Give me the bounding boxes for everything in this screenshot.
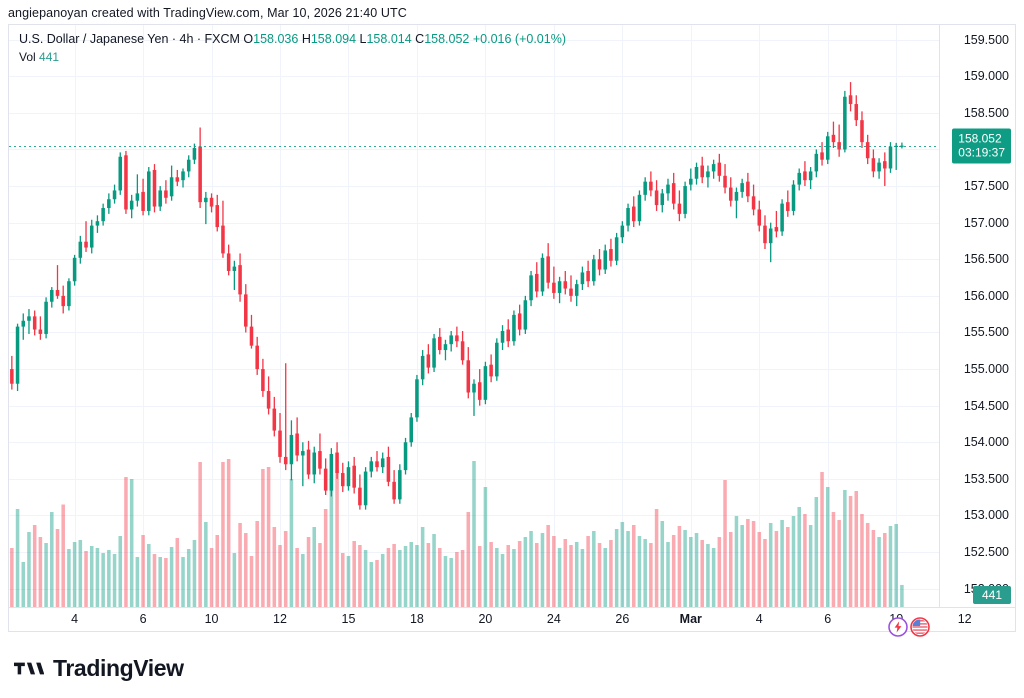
time-axis-tick: 15 [341,612,356,626]
volume-value-badge[interactable]: 441 [972,586,1011,604]
chart-frame: U.S. Dollar / Japanese Yen · 4h · FXCM O… [8,24,1016,637]
time-axis[interactable]: 4610121518202426Mar461012 [9,607,1015,631]
lightning-bolt-icon[interactable] [888,617,908,637]
time-axis-tick: 4 [71,612,79,626]
price-axis[interactable]: 159.500 159.000 158.500 157.500 157.000 156.5… [939,25,1015,607]
time-axis-tick: 6 [824,612,832,626]
price-axis-tick: 158.500 [963,105,1009,120]
tradingview-wordmark: TradingView [53,655,184,681]
time-axis-tick: 6 [139,612,147,626]
price-axis-tick: 157.000 [963,215,1009,230]
legend-change: +0.016 (+0.01%) [472,32,566,46]
legend-volume-row: Vol 441 [19,49,566,66]
price-axis-tick: 152.500 [963,545,1009,560]
current-price-badge[interactable]: 158.052 03:19:37 [952,128,1011,164]
price-axis-tick: 159.000 [963,69,1009,84]
legend-high-value: 158.094 [310,32,357,46]
legend-open-label: O [243,32,254,46]
price-axis-tick: 155.000 [963,362,1009,377]
legend-close-value: 158.052 [424,32,470,46]
us-flag-icon[interactable] [910,617,930,637]
price-axis-tick: 157.500 [963,179,1009,194]
price-axis-tick: 156.000 [963,288,1009,303]
price-axis-tick: 154.500 [963,398,1009,413]
tradingview-mark-icon [14,662,44,675]
current-price-value: 158.052 [958,131,1002,146]
attribution-text: angiepanoyan created with TradingView.co… [8,6,407,20]
legend-symbol-title: U.S. Dollar / Japanese Yen · 4h · FXCM [19,32,240,46]
time-axis-tick: 12 [273,612,287,626]
price-axis-tick: 159.500 [963,32,1009,47]
price-axis-tick: 155.500 [963,325,1009,340]
time-axis-tick: 12 [957,612,972,626]
bar-countdown: 03:19:37 [958,145,1005,160]
price-axis-tick: 153.500 [963,471,1009,486]
legend-low-value: 158.014 [366,32,412,46]
time-axis-tick: 20 [478,612,493,626]
legend-volume-label: Vol [19,50,36,64]
legend-close-label: C [415,32,425,46]
chart-plot-area[interactable] [9,25,939,607]
price-axis-tick: 153.000 [963,508,1009,523]
time-axis-tick: 18 [409,612,424,626]
legend-high-label: H [301,32,311,46]
legend-volume-value: 441 [39,50,60,64]
price-axis-tick: 156.500 [963,252,1009,267]
tradingview-logo: TradingView [14,655,184,682]
time-axis-tick: 24 [546,612,561,626]
time-axis-tick: 10 [204,612,219,626]
chart-legend: U.S. Dollar / Japanese Yen · 4h · FXCM O… [19,31,566,66]
chart-status-badges [888,617,930,637]
time-axis-tick: 4 [755,612,763,626]
legend-low-label: L [359,32,367,46]
candlestick-svg [9,25,939,607]
legend-open-value: 158.036 [253,32,299,46]
time-axis-tick: 26 [615,612,630,626]
legend-ohlc-row: U.S. Dollar / Japanese Yen · 4h · FXCM O… [19,31,566,48]
price-axis-tick: 154.000 [963,435,1009,450]
time-axis-tick: Mar [679,612,702,626]
